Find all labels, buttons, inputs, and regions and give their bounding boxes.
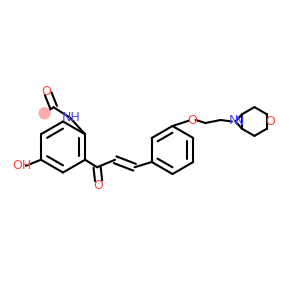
Text: NH: NH (62, 111, 81, 124)
Text: O: O (265, 115, 275, 128)
Text: OH: OH (12, 159, 31, 172)
Text: N: N (229, 114, 238, 127)
Text: O: O (42, 85, 52, 98)
Circle shape (39, 108, 50, 118)
Text: N: N (235, 115, 244, 128)
Text: O: O (188, 113, 197, 127)
Text: O: O (94, 179, 103, 192)
